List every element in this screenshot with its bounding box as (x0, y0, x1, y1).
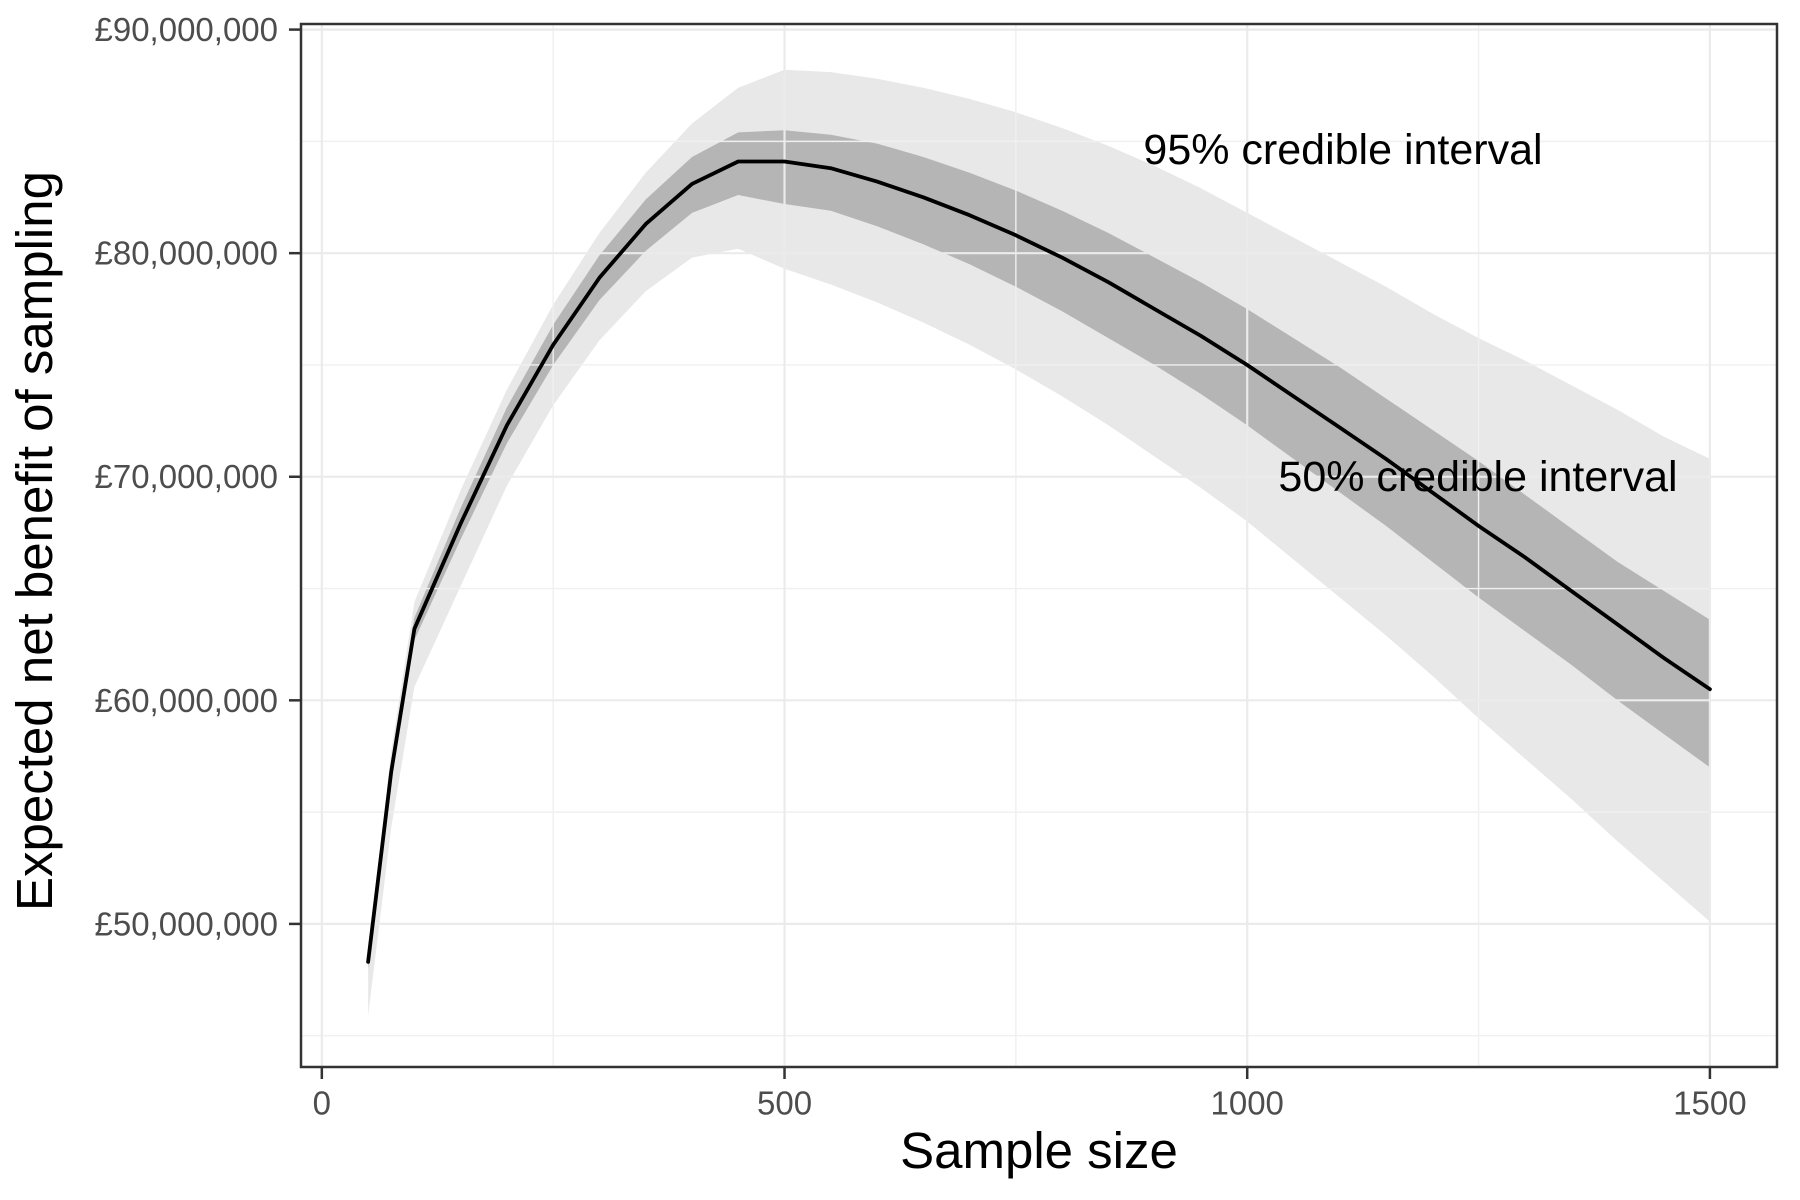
x-tick-label: 0 (313, 1085, 331, 1122)
panel-border (299, 22, 1779, 1069)
ribbon-95-credible-interval (368, 69, 1710, 1016)
y-tick-label: £70,000,000 (94, 458, 278, 495)
x-axis-title: Sample size (900, 1122, 1178, 1179)
expected-net-benefit-line (366, 159, 1712, 964)
x-tick-label: 500 (757, 1085, 812, 1122)
x-tick-label: 1000 (1211, 1085, 1284, 1122)
y-tick-label: £80,000,000 (94, 235, 278, 272)
annotation-95-credible-interval: 95% credible interval (1143, 126, 1542, 174)
y-tick-label: £60,000,000 (94, 682, 278, 719)
y-tick-label: £50,000,000 (94, 905, 278, 942)
y-axis-title: Expected net benefit of sampling (6, 171, 63, 911)
annotation-50-credible-interval: 50% credible interval (1278, 453, 1677, 501)
ribbon-50-credible-interval (368, 130, 1710, 969)
y-tick-label: £90,000,000 (94, 11, 278, 48)
plot-layers: 0 500 1000 1500 £50,000,000 £60,000,000 £70,00… (94, 11, 1779, 1122)
x-tick-label: 1500 (1673, 1085, 1746, 1122)
